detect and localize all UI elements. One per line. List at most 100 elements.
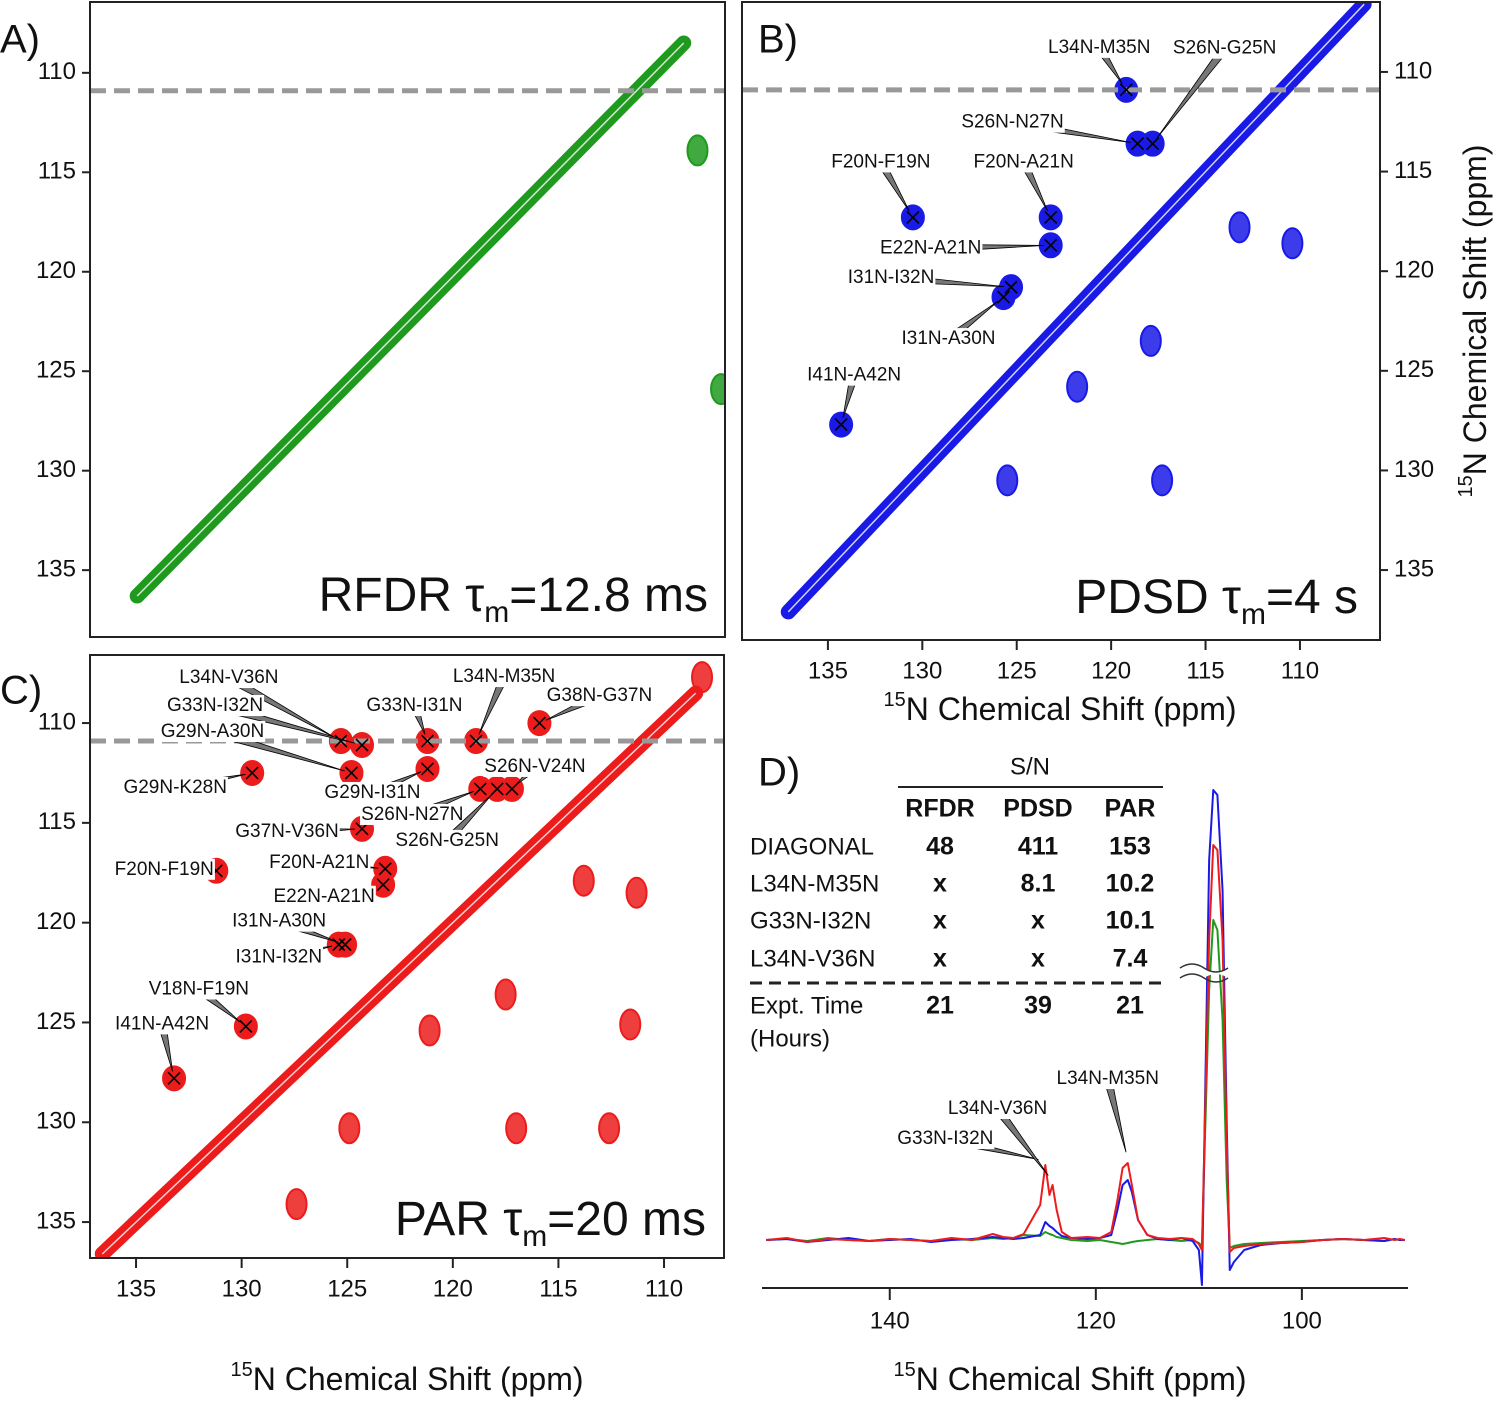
label-background (972, 151, 1075, 173)
peak-marker (532, 716, 546, 730)
table-row-label: (Hours) (750, 1025, 830, 1052)
x-tick-label: 140 (870, 1307, 910, 1334)
annotation: PAR τm=20 ms (395, 1193, 706, 1254)
annotation-text: RFDR τ (319, 569, 485, 622)
peak-label: F20N-F19N (831, 151, 930, 172)
peak-marker (420, 734, 435, 748)
table-row-label: L34N-V36N (750, 945, 875, 972)
cross-peak (1139, 324, 1162, 357)
y-tick-label: 120 (36, 908, 76, 935)
cross-peak (996, 464, 1019, 497)
label-background (830, 151, 932, 173)
table-column-header: PAR (1105, 795, 1156, 823)
cross-peak (710, 373, 725, 406)
peak-label: S26N-V24N (484, 756, 585, 777)
peak-marker (378, 862, 392, 876)
y-tick-label: 115 (1394, 157, 1432, 184)
cross-peak (686, 134, 709, 167)
peak-label: I31N-I32N (235, 947, 322, 968)
x-tick-label: 120 (433, 1275, 473, 1302)
y-tick-label: 120 (1394, 257, 1434, 284)
cross-peak (285, 1188, 308, 1221)
x-tick-label: 100 (1282, 1307, 1322, 1334)
peak-marker (834, 418, 848, 432)
plot-area (94, 661, 714, 1258)
y-tick-label: 135 (36, 556, 76, 583)
label-background (896, 1128, 995, 1150)
diagonal-highlight (787, 3, 1365, 613)
y-tick-label: 120 (36, 257, 76, 284)
table-cell: x (1031, 907, 1045, 935)
y-tick-label: 130 (1394, 456, 1434, 483)
diagonal-highlight (101, 692, 697, 1255)
x-axis-label: 15N Chemical Shift (ppm) (894, 1359, 1247, 1397)
y-tick-label: 110 (38, 708, 76, 735)
label-pointer (1156, 45, 1229, 139)
annotation-sub: m (484, 596, 509, 629)
table-row-label: DIAGONAL (750, 833, 874, 860)
peak-label: S26N-G25N (395, 830, 499, 851)
y-tick-label: 125 (36, 357, 76, 384)
peak-label: I31N-I32N (848, 267, 935, 288)
label-background (178, 667, 280, 689)
plot-frame (89, 654, 725, 1259)
cross-peak (505, 1112, 528, 1145)
spectrum-line (766, 844, 1406, 1253)
x-axis-label-text: N Chemical Shift (ppm) (906, 691, 1237, 727)
peak-label: S26N-N27N (361, 804, 463, 825)
annotation-sub: m (522, 1220, 547, 1253)
peak-marker (338, 938, 352, 952)
peak-marker (505, 782, 519, 796)
x-tick-label: 130 (902, 657, 942, 684)
label-background (879, 237, 983, 259)
cross-peak (572, 864, 595, 897)
label-background (231, 910, 328, 932)
peak-label: L34N-M35N (1048, 37, 1150, 58)
peak-label: F20N-F19N (115, 859, 214, 880)
cross-peak (494, 978, 517, 1011)
peak-marker (1004, 280, 1018, 294)
peak-marker (1146, 137, 1160, 151)
label-background (960, 111, 1065, 133)
axis-break (1180, 964, 1228, 982)
y-tick-label: 125 (1394, 356, 1434, 383)
x-tick-label: 130 (222, 1275, 262, 1302)
y-axis-label-sup: 15 (1455, 475, 1477, 497)
peak-marker (1044, 238, 1058, 252)
panel-letter: D) (758, 751, 800, 795)
label-background (1047, 36, 1152, 58)
x-tick-label: 125 (997, 657, 1037, 684)
x-axis-label-text: N Chemical Shift (ppm) (253, 1361, 584, 1397)
peak-marker (1044, 210, 1058, 224)
label-background (806, 364, 903, 386)
peak-marker (334, 734, 348, 748)
annotation: PDSD τm=4 s (1075, 571, 1358, 632)
peak-label: E22N-A21N (880, 237, 981, 258)
y-tick-label: 135 (1394, 555, 1434, 582)
label-background (545, 685, 654, 707)
cross-peak (625, 876, 648, 909)
peak-label: F20N-A21N (269, 852, 369, 873)
peak-label: V18N-F19N (149, 978, 249, 999)
peak-label: I41N-A42N (807, 365, 901, 386)
panel-letter: A) (0, 18, 40, 62)
y-tick-label: 130 (36, 1108, 76, 1135)
label-background (360, 803, 465, 825)
peak-marker (376, 878, 390, 892)
cross-peak (338, 1112, 361, 1145)
y-tick-label: 115 (38, 158, 76, 185)
label-background (451, 666, 557, 688)
cross-peak (1151, 464, 1174, 497)
table-row-label: G33N-I32N (750, 907, 871, 934)
label-background (323, 781, 422, 803)
y-tick-label: 130 (36, 456, 76, 483)
y-tick-label: 110 (38, 58, 76, 85)
table-column-header: RFDR (905, 795, 974, 823)
peak-label: S26N-G25N (1173, 38, 1277, 59)
x-tick-label: 135 (808, 657, 848, 684)
table-cell: x (933, 945, 947, 973)
label-background (234, 820, 340, 842)
annotation-text: =20 ms (547, 1193, 706, 1246)
peak-label: G29N-A30N (161, 721, 265, 742)
